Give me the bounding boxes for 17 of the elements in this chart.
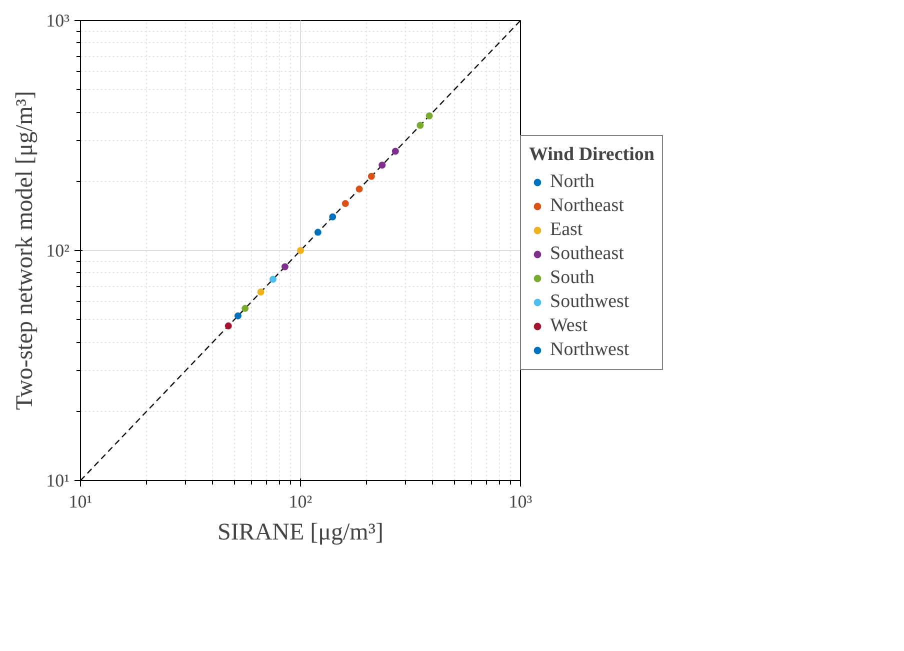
y-tick-label: 10² bbox=[46, 240, 70, 260]
legend-label: East bbox=[550, 219, 583, 241]
x-tick-label: 10³ bbox=[508, 492, 533, 512]
legend-label: Southeast bbox=[550, 243, 624, 265]
legend-label: West bbox=[550, 315, 588, 337]
legend-title: Wind Direction bbox=[529, 144, 654, 166]
legend-label: South bbox=[550, 267, 594, 289]
legend-label: Northeast bbox=[550, 195, 624, 217]
x-tick-label: 10¹ bbox=[68, 492, 92, 512]
y-axis-title: Two-step network model [μg/m³] bbox=[12, 91, 38, 410]
legend-label: North bbox=[550, 171, 594, 193]
legend-label: Southwest bbox=[550, 291, 630, 313]
y-tick-label: 10¹ bbox=[46, 470, 70, 490]
y-tick-label: 10³ bbox=[46, 10, 70, 30]
x-tick-label: 10² bbox=[288, 492, 312, 512]
x-axis-title: SIRANE [μg/m³] bbox=[217, 520, 384, 546]
legend-label: Northwest bbox=[550, 339, 630, 361]
